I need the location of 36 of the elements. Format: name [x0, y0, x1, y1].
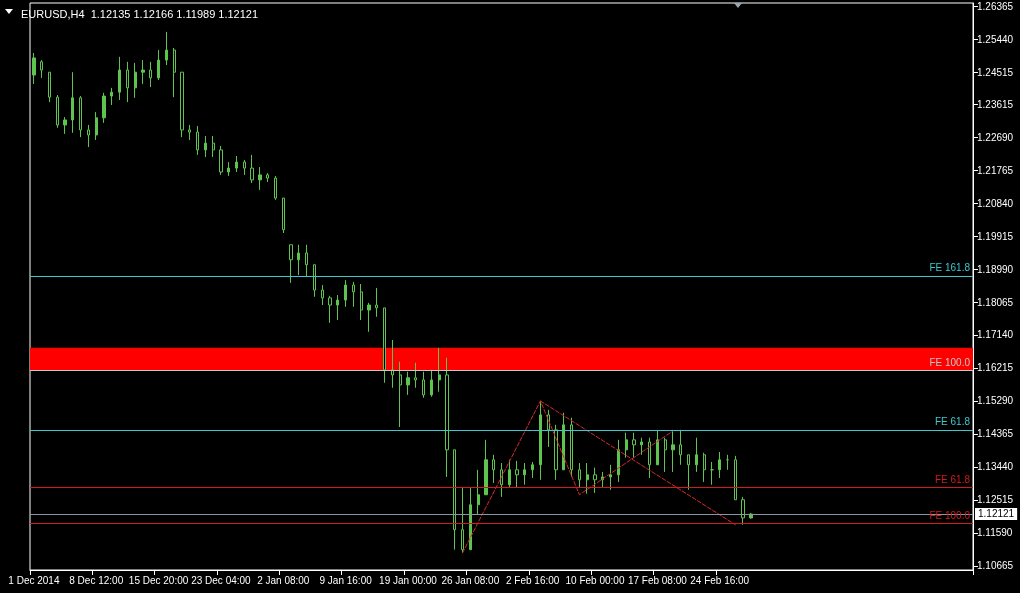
ref-line-label: FE 161.8	[929, 262, 971, 274]
ref-line-label: FE 61.8	[934, 474, 971, 486]
y-tick-label: 1.14365	[977, 428, 1014, 440]
y-tick-label: 1.25440	[977, 33, 1014, 45]
y-tick-label: 1.18065	[977, 296, 1014, 308]
chart-title: EURUSD,H4 1.12135 1.12166 1.11989 1.12121	[21, 7, 259, 20]
x-tick-label: 9 Jan 16:00	[319, 574, 373, 586]
y-tick-label: 1.19915	[977, 230, 1014, 242]
x-tick-label: 24 Feb 16:00	[690, 574, 750, 586]
x-tick-label: 2 Feb 16:00	[505, 574, 560, 586]
y-tick-label: 1.16215	[977, 362, 1014, 374]
ref-line-label: FE 100.0	[929, 356, 971, 368]
y-tick-label: 1.12515	[977, 494, 1014, 506]
y-tick-label: 1.23615	[977, 98, 1014, 110]
x-tick-label: 23 Dec 04:00	[191, 574, 252, 586]
x-tick-label: 15 Dec 20:00	[128, 574, 189, 586]
y-tick-label: 1.10665	[977, 560, 1014, 572]
x-tick-label: 10 Feb 00:00	[565, 574, 625, 586]
ref-line-label: FE 61.8	[934, 416, 971, 428]
x-tick-label: 1 Dec 2014	[8, 574, 60, 586]
y-tick-label: 1.15290	[977, 395, 1014, 407]
y-tick-label: 1.11590	[977, 527, 1013, 539]
y-tick-label: 1.17140	[977, 329, 1014, 341]
y-tick-label: 1.13440	[977, 461, 1014, 473]
x-tick-label: 17 Feb 08:00	[627, 574, 688, 586]
y-tick-label: 1.22690	[977, 131, 1014, 143]
x-tick-label: 26 Jan 08:00	[441, 574, 500, 586]
y-tick-label: 1.20840	[977, 197, 1014, 209]
x-tick-label: 2 Jan 08:00	[257, 574, 310, 586]
y-tick-label: 1.26365	[977, 0, 1014, 12]
x-tick-label: 19 Jan 00:00	[379, 574, 438, 586]
x-tick-label: 8 Dec 12:00	[69, 574, 124, 586]
y-tick-label: 1.21765	[977, 164, 1014, 176]
y-tick-label: 1.18990	[977, 263, 1014, 275]
y-tick-label: 1.24515	[977, 66, 1014, 78]
ref-line-label: 1.12121	[978, 508, 1015, 520]
